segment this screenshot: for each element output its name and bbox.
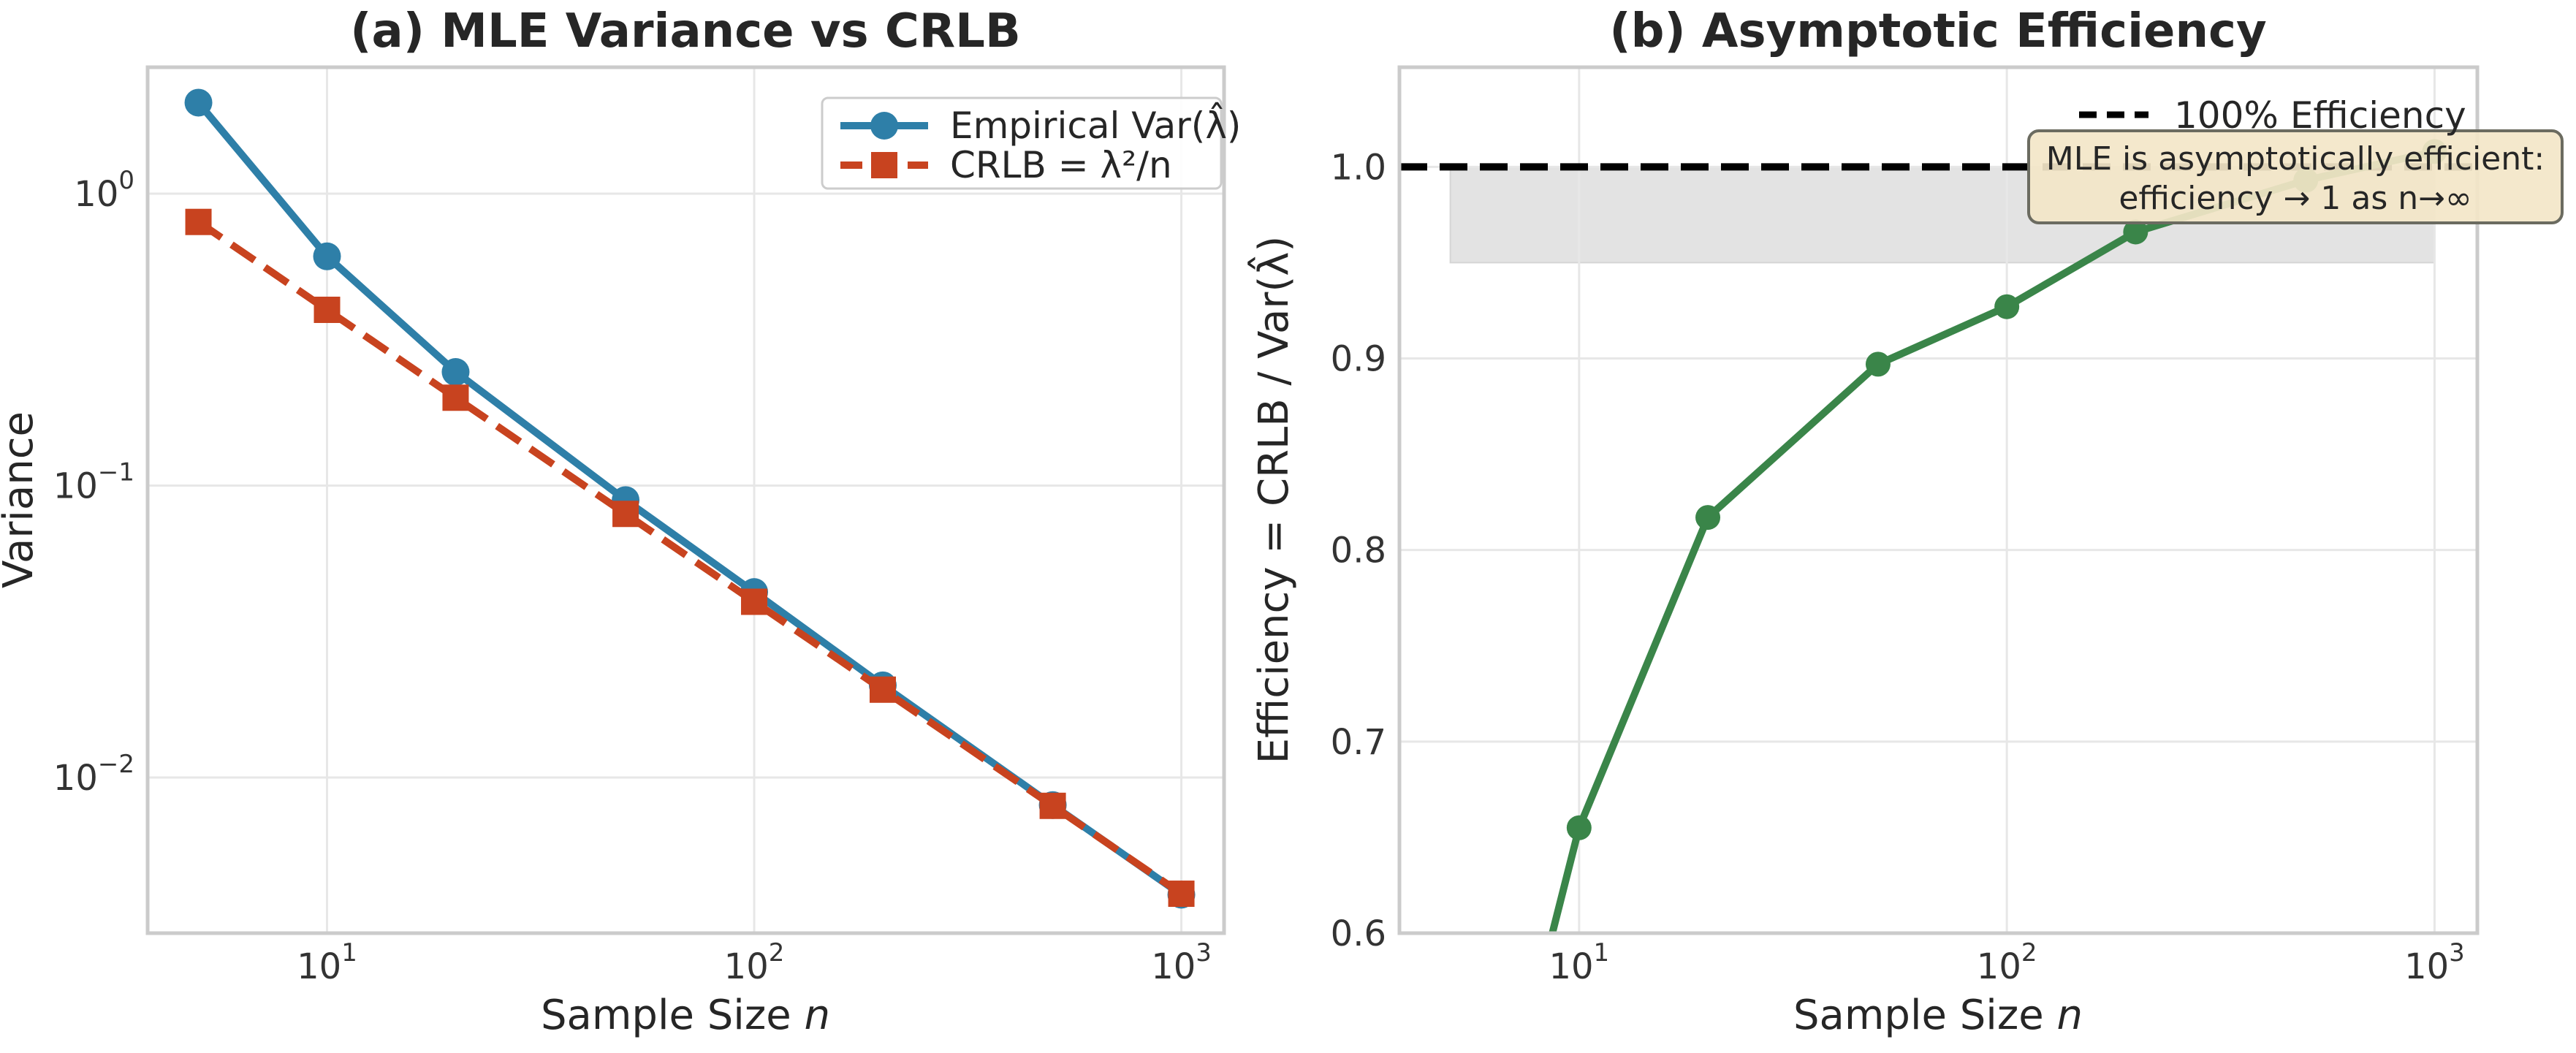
annotation-line2: efficiency → 1 as n→∞ — [2119, 180, 2471, 217]
left-plot-ylabel: Variance — [0, 411, 42, 588]
x-tick-label: 103 — [2404, 938, 2465, 987]
right-plot-title: (b) Asymptotic Efficiency — [1609, 4, 2266, 58]
y-tick-label: 10−2 — [53, 750, 134, 799]
axes-spines — [145, 65, 1226, 935]
annotation-box-border — [2027, 129, 2564, 224]
data-point — [1566, 815, 1592, 840]
data-point — [741, 588, 768, 615]
annotation-line1: MLE is asymptotically efficient: — [2046, 140, 2545, 178]
right-plot-ylabel: Efficiency = CRLB / Var(λ̂) — [1248, 236, 1298, 764]
left-plot-generated: 101 102 103 100 10−1 10−2 — [53, 65, 1226, 987]
left-plot-labels: (a) MLE Variance vs CRLB Sample Size n V… — [0, 4, 1241, 1039]
reference-legend: 100% Efficiency — [2079, 94, 2466, 137]
data-point — [185, 208, 212, 235]
data-point — [2123, 219, 2148, 245]
legend: Empirical Var(λ̂) CRLB = λ²/n — [821, 96, 1241, 190]
x-tick-label: 101 — [297, 938, 357, 987]
axes-spines — [1397, 65, 2480, 935]
data-point — [1168, 881, 1195, 908]
y-tick-label: 10−1 — [53, 458, 134, 507]
variance-series — [184, 88, 1196, 909]
data-point — [1865, 351, 1891, 377]
data-point — [314, 296, 341, 323]
legend-marker-circle — [870, 112, 898, 140]
data-point — [313, 242, 341, 270]
legend-label-empirical: Empirical Var(λ̂) — [950, 102, 1241, 147]
legend-marker-square — [871, 152, 897, 178]
data-point — [612, 501, 639, 528]
efficiency-series — [1549, 139, 2447, 933]
data-point — [869, 676, 896, 703]
left-plot-title: (a) MLE Variance vs CRLB — [350, 4, 1020, 58]
annotation-box — [2029, 131, 2562, 223]
series-path-empirical-var- — [195, 100, 1184, 898]
data-point — [1994, 294, 2020, 319]
y-tick-label: 0.9 — [1331, 338, 1386, 379]
right-plot-xlabel: Sample Size n — [1793, 992, 2083, 1039]
data-point — [1039, 792, 1066, 819]
series-path-efficiency — [1549, 148, 2436, 933]
legend-label-crlb: CRLB = λ²/n — [950, 144, 1172, 186]
data-point — [1695, 505, 1721, 531]
y-tick-label: 1.0 — [1331, 147, 1386, 188]
y-tick-label: 100 — [74, 166, 134, 215]
x-tick-label: 102 — [1977, 938, 2037, 987]
x-tick-label: 103 — [1151, 938, 1212, 987]
series-path-crlb-n — [196, 218, 1184, 897]
data-point — [441, 358, 470, 387]
data-point — [184, 88, 213, 117]
reference-legend-label: 100% Efficiency — [2174, 94, 2466, 137]
legend-item-empirical: Empirical Var(λ̂) — [840, 102, 1241, 147]
y-tick-label: 0.6 — [1331, 913, 1386, 954]
right-plot-labels: (b) Asymptotic Efficiency Sample Size n … — [1248, 4, 2564, 1039]
legend-item-crlb: CRLB = λ²/n — [840, 144, 1172, 186]
left-plot-xlabel: Sample Size n — [541, 992, 830, 1039]
x-tick-label: 102 — [724, 938, 785, 987]
y-tick-label: 0.7 — [1331, 722, 1386, 763]
data-point — [442, 384, 469, 411]
x-tick-label: 101 — [1549, 938, 1609, 987]
y-tick-label: 0.8 — [1331, 531, 1386, 571]
annotation: MLE is asymptotically efficient: efficie… — [2027, 129, 2564, 224]
